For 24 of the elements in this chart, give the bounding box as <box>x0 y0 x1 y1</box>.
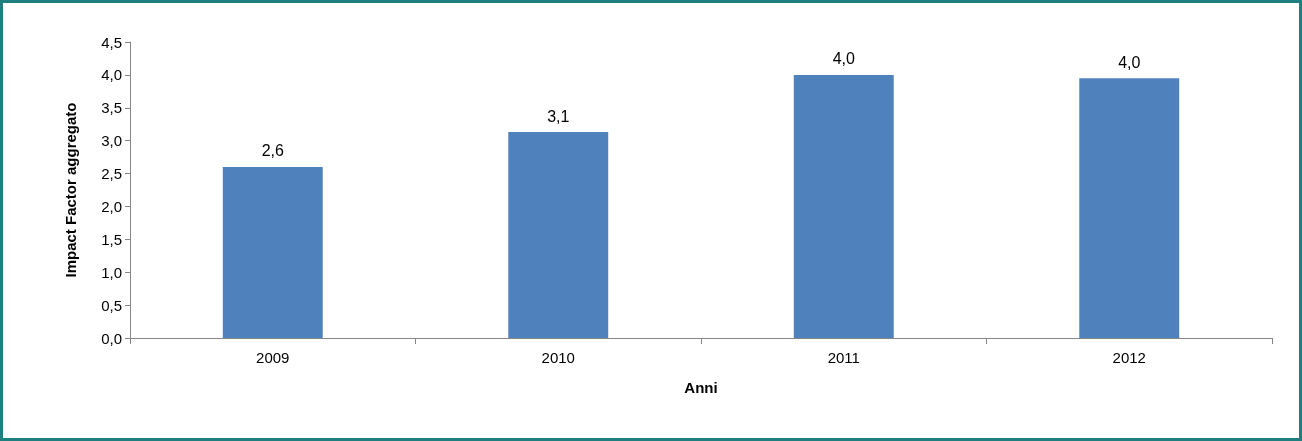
data-label: 2,6 <box>261 142 284 160</box>
x-tick-label: 2009 <box>256 349 290 366</box>
y-tick-label: 2,5 <box>101 165 122 183</box>
bar <box>222 166 323 338</box>
data-label: 3,1 <box>547 107 570 125</box>
data-label: 4,0 <box>832 50 855 68</box>
y-tick-label: 3,5 <box>101 99 122 117</box>
data-label: 4,0 <box>1118 53 1141 71</box>
y-tick-label: 1,0 <box>101 263 122 281</box>
x-axis-title: Anni <box>684 379 718 396</box>
x-tick-label: 2010 <box>541 349 575 366</box>
y-tick-label: 0,0 <box>101 329 122 347</box>
bar <box>508 132 609 338</box>
bar <box>1079 78 1180 338</box>
y-axis-title: Impact Factor aggregato <box>62 102 79 278</box>
x-tick-label: 2012 <box>1112 349 1146 366</box>
y-tick-label: 4,5 <box>101 33 122 51</box>
y-tick-label: 2,0 <box>101 197 122 215</box>
y-tick-label: 1,5 <box>101 230 122 248</box>
bar <box>793 74 894 338</box>
y-tick-label: 3,0 <box>101 132 122 150</box>
y-tick-label: 4,0 <box>101 66 122 84</box>
y-tick-label: 0,5 <box>101 296 122 314</box>
x-tick-label: 2011 <box>827 349 860 366</box>
